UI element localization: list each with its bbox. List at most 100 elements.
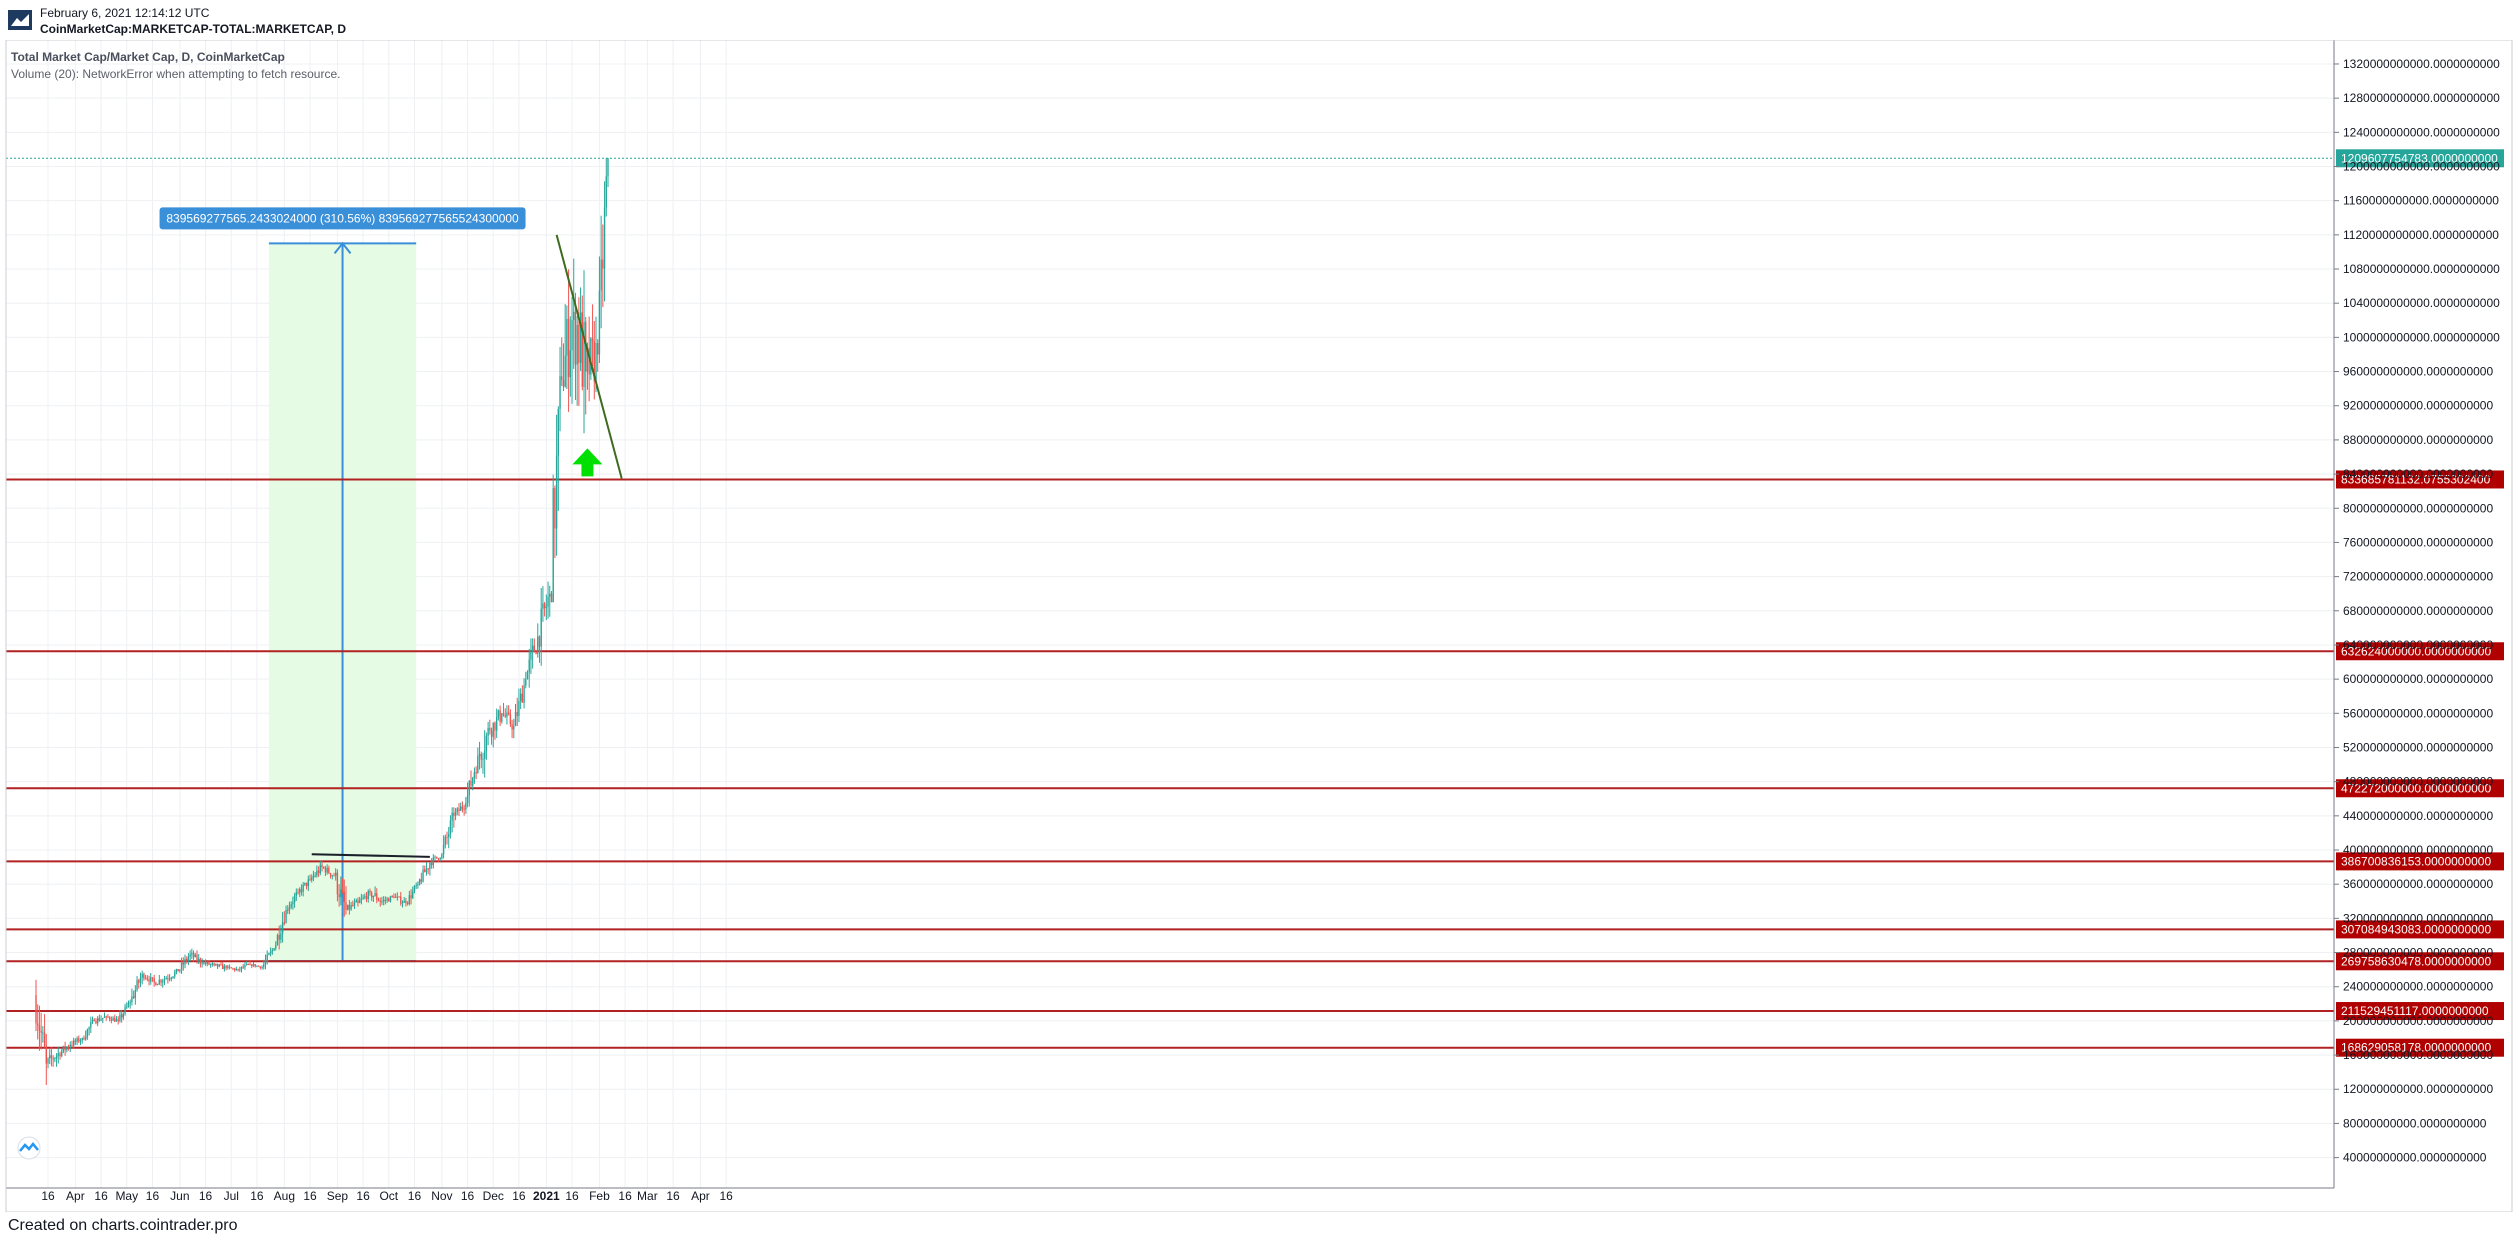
candle-body	[482, 758, 484, 760]
candle-body	[346, 904, 349, 910]
candle-body	[314, 875, 316, 877]
candle-body	[550, 593, 553, 603]
candle-body	[61, 1050, 63, 1057]
candle-body	[400, 896, 402, 904]
candle-body	[538, 636, 541, 647]
candle-body	[180, 962, 183, 970]
candle-body	[100, 1019, 102, 1021]
y-tick-label: 640000000000.0000000000	[2343, 638, 2493, 652]
x-tick-label: 16	[565, 1189, 579, 1203]
candle-body	[122, 1013, 125, 1018]
level-label: 386700836153.0000000000	[2341, 854, 2491, 868]
candle-body	[343, 891, 345, 903]
candle-body	[245, 964, 248, 966]
candle-body	[543, 603, 546, 609]
y-tick-label: 1320000000000.0000000000	[2343, 57, 2500, 71]
current-price-label-bg	[2336, 149, 2504, 168]
level-label: 168629058178.0000000000	[2341, 1041, 2491, 1055]
candle-body	[175, 969, 178, 973]
candle-body	[184, 958, 186, 965]
candle-body	[201, 962, 203, 964]
candle-body	[564, 355, 566, 387]
candle-body	[583, 321, 585, 387]
y-tick-label: 240000000000.0000000000	[2343, 980, 2493, 994]
candle-body	[413, 886, 416, 892]
candle-body	[307, 879, 309, 887]
candle-body	[598, 290, 601, 355]
candle-body	[304, 882, 306, 885]
candle-body	[293, 896, 296, 903]
level-label-bg	[2336, 952, 2504, 971]
candle-body	[139, 977, 142, 983]
candle-body	[341, 889, 344, 892]
candle-body	[312, 875, 315, 878]
cointrader-watermark-icon	[17, 1136, 41, 1160]
candle-body	[141, 973, 143, 978]
candle-body	[502, 713, 505, 715]
candle-body	[557, 408, 560, 456]
candle-body	[124, 1007, 126, 1014]
candle-body	[242, 966, 244, 968]
candle-body	[47, 1058, 49, 1064]
y-tick-label: 520000000000.0000000000	[2343, 740, 2493, 754]
candle-body	[350, 905, 352, 910]
candle-body	[436, 856, 438, 859]
candle-body	[367, 890, 369, 899]
candle-body	[328, 867, 330, 874]
candle-body	[90, 1022, 92, 1028]
candle-body	[218, 964, 220, 967]
candle-body	[240, 966, 243, 970]
candle-body	[475, 772, 477, 774]
candle-body	[391, 896, 393, 898]
candle-body	[321, 864, 323, 868]
candle-body	[545, 606, 548, 609]
candle-body	[288, 907, 291, 911]
candle-body	[528, 659, 530, 673]
candle-body	[531, 645, 534, 652]
candle-body	[78, 1038, 80, 1042]
candle-body	[103, 1016, 106, 1018]
candle-body	[424, 869, 426, 873]
candle-body	[441, 854, 443, 859]
candle-body	[285, 909, 287, 924]
candle-body	[49, 1055, 51, 1059]
price-chart[interactable]: 839569277565.2433024000 (310.56%) 839569…	[0, 40, 2518, 1212]
candle-body	[465, 803, 467, 810]
y-tick-label: 1280000000000.0000000000	[2343, 91, 2500, 105]
candle-body	[156, 984, 159, 986]
candle-body	[297, 892, 299, 894]
candle-body	[567, 319, 570, 378]
y-tick-label: 200000000000.0000000000	[2343, 1014, 2493, 1028]
candle-body	[132, 996, 135, 998]
candle-body	[355, 900, 357, 903]
candle-body	[603, 207, 606, 269]
x-tick-label: 16	[303, 1189, 317, 1203]
candle-body	[35, 995, 37, 1024]
candle-body	[393, 896, 395, 898]
candle-body	[533, 645, 536, 653]
candle-body	[509, 714, 512, 725]
candle-body	[295, 892, 298, 897]
x-tick-label: Jul	[224, 1189, 239, 1203]
x-tick-label: Apr	[66, 1189, 85, 1203]
level-label-bg	[2336, 1002, 2504, 1021]
candle-body	[309, 879, 311, 881]
candle-body	[112, 1017, 114, 1021]
candle-body	[472, 778, 474, 786]
candle-body	[148, 979, 150, 982]
candlestick-series	[35, 157, 609, 1085]
candle-body	[490, 730, 493, 737]
candle-body	[232, 968, 234, 970]
candle-body	[273, 948, 275, 951]
symbol-title: CoinMarketCap:MARKETCAP-TOTAL:MARKETCAP,…	[40, 22, 346, 36]
candle-body	[586, 347, 589, 372]
y-tick-label: 560000000000.0000000000	[2343, 706, 2493, 720]
candle-body	[194, 954, 196, 958]
candle-body	[412, 891, 414, 899]
candle-body	[281, 922, 284, 934]
breakout-up-arrow-icon	[572, 448, 603, 477]
candle-body	[607, 158, 609, 177]
candle-body	[442, 844, 445, 855]
candle-body	[213, 963, 215, 966]
candle-body	[514, 712, 517, 727]
